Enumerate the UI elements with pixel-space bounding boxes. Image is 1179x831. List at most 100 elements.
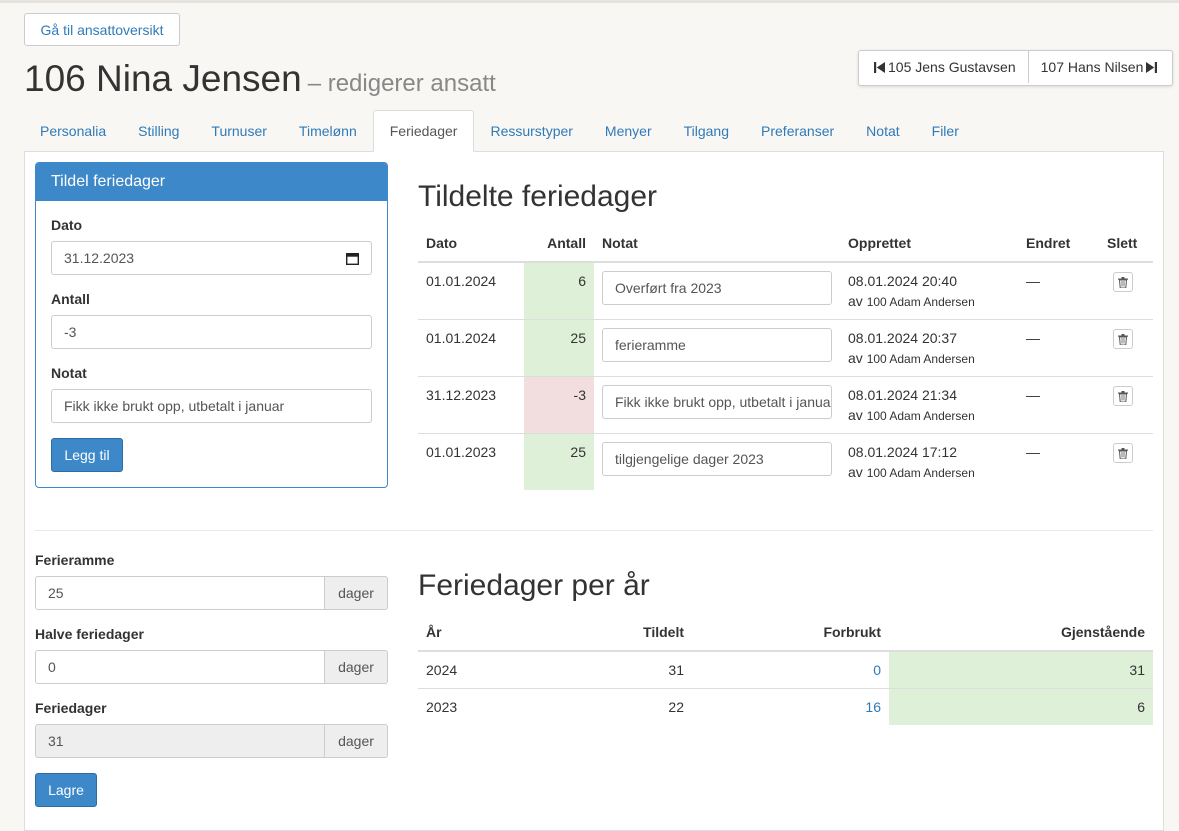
tab-menyer[interactable]: Menyer bbox=[604, 122, 652, 139]
col-year: År bbox=[426, 624, 442, 640]
employee-name: 106 Nina Jensen bbox=[24, 58, 302, 99]
row-note-input[interactable]: Fikk ikke brukt opp, utbetalt i januar bbox=[602, 385, 832, 419]
row-divider bbox=[418, 376, 1153, 377]
calendar-icon bbox=[346, 252, 359, 265]
prev-employee-label: 105 Jens Gustavsen bbox=[888, 59, 1016, 75]
row-created-by: av 100 Adam Andersen bbox=[848, 407, 975, 423]
col-amount: Antall bbox=[547, 235, 586, 251]
next-employee-button[interactable]: 107 Hans Nilsen bbox=[1027, 51, 1173, 83]
header-divider bbox=[418, 650, 1153, 652]
frame-label: Ferieramme bbox=[35, 552, 115, 568]
add-button[interactable]: Legg til bbox=[51, 438, 123, 472]
save-button[interactable]: Lagre bbox=[35, 773, 97, 807]
vacation-days-input: 31 bbox=[35, 724, 325, 758]
row-divider bbox=[418, 433, 1153, 434]
trash-icon bbox=[1118, 390, 1128, 402]
assigned-title: Tildelte feriedager bbox=[418, 180, 658, 213]
row-created: 08.01.2024 21:34 bbox=[848, 387, 957, 403]
delete-button[interactable] bbox=[1113, 272, 1133, 292]
by-user: 100 Adam Andersen bbox=[866, 466, 975, 480]
row-note-input[interactable]: ferieramme bbox=[602, 328, 832, 362]
tab-timelonn[interactable]: Timelønn bbox=[298, 122, 357, 139]
col-created: Opprettet bbox=[848, 235, 911, 251]
amount-cell-positive bbox=[524, 320, 594, 376]
tab-preferanser[interactable]: Preferanser bbox=[761, 122, 835, 139]
trash-icon bbox=[1118, 447, 1128, 459]
row-note-value: Overført fra 2023 bbox=[615, 280, 722, 296]
row-changed: — bbox=[1026, 273, 1040, 289]
note-value: Fikk ikke brukt opp, utbetalt i januar bbox=[64, 398, 285, 414]
trash-icon bbox=[1118, 276, 1128, 288]
col-changed: Endret bbox=[1026, 235, 1071, 251]
date-value: 31.12.2023 bbox=[64, 250, 135, 266]
tab-bar: Personalia Stilling Turnuser Timelønn Fe… bbox=[24, 110, 975, 152]
tab-stilling[interactable]: Stilling bbox=[138, 122, 180, 139]
row-divider bbox=[418, 688, 1153, 689]
page-title: 106 Nina Jensen – redigerer ansatt bbox=[24, 58, 496, 100]
amount-input[interactable]: -3 bbox=[51, 315, 372, 349]
vacation-days-label: Feriedager bbox=[35, 700, 107, 716]
by-user: 100 Adam Andersen bbox=[866, 295, 975, 309]
half-days-label: Halve feriedager bbox=[35, 626, 144, 642]
frame-input[interactable]: 25 bbox=[35, 576, 325, 610]
trash-icon bbox=[1118, 333, 1128, 345]
row-date: 01.01.2024 bbox=[426, 330, 497, 346]
section-divider bbox=[35, 530, 1153, 531]
remaining-cell-positive bbox=[889, 689, 1153, 725]
date-label: Dato bbox=[51, 217, 83, 233]
row-divider bbox=[418, 319, 1153, 320]
next-employee-label: 107 Hans Nilsen bbox=[1040, 59, 1144, 75]
remaining-cell-positive bbox=[889, 652, 1153, 688]
vacation-days-unit: dager bbox=[325, 724, 388, 758]
col-date: Dato bbox=[426, 235, 458, 251]
row-date: 01.01.2024 bbox=[426, 273, 497, 289]
row-amount: 25 bbox=[570, 330, 586, 346]
assigned-value: 22 bbox=[668, 699, 684, 715]
delete-button[interactable] bbox=[1113, 386, 1133, 406]
back-to-employees-button[interactable]: Gå til ansattoversikt bbox=[24, 13, 180, 46]
row-note-input[interactable]: tilgjengelige dager 2023 bbox=[602, 442, 832, 476]
top-border bbox=[0, 0, 1179, 3]
row-note-value: Fikk ikke brukt opp, utbetalt i januar bbox=[615, 394, 832, 410]
row-created-by: av 100 Adam Andersen bbox=[848, 464, 975, 480]
tab-filer[interactable]: Filer bbox=[931, 122, 959, 139]
col-remaining: Gjenstående bbox=[1060, 624, 1145, 640]
year-value: 2023 bbox=[426, 699, 458, 715]
step-forward-icon bbox=[1146, 61, 1158, 73]
tab-tilgang[interactable]: Tilgang bbox=[683, 122, 730, 139]
used-link[interactable]: 0 bbox=[873, 662, 881, 678]
col-assigned: Tildelt bbox=[643, 624, 684, 640]
employee-navigation: 105 Jens Gustavsen 107 Hans Nilsen bbox=[858, 50, 1174, 86]
amount-cell-positive bbox=[524, 263, 594, 319]
row-created-by: av 100 Adam Andersen bbox=[848, 350, 975, 366]
row-note-input[interactable]: Overført fra 2023 bbox=[602, 271, 832, 305]
row-date: 31.12.2023 bbox=[426, 387, 497, 403]
half-days-unit: dager bbox=[325, 650, 388, 684]
row-amount: 6 bbox=[578, 273, 586, 289]
frame-unit: dager bbox=[325, 576, 388, 610]
tab-ressurstyper[interactable]: Ressurstyper bbox=[490, 122, 573, 139]
frame-value: 25 bbox=[48, 585, 64, 601]
row-changed: — bbox=[1026, 444, 1040, 460]
half-days-input[interactable]: 0 bbox=[35, 650, 325, 684]
row-note-value: tilgjengelige dager 2023 bbox=[615, 451, 764, 467]
row-created-by: av 100 Adam Andersen bbox=[848, 293, 975, 309]
used-link[interactable]: 16 bbox=[865, 699, 881, 715]
by-user: 100 Adam Andersen bbox=[866, 409, 975, 423]
row-amount: -3 bbox=[573, 387, 586, 403]
tab-feriedager[interactable]: Feriedager bbox=[372, 110, 475, 152]
prev-employee-button[interactable]: 105 Jens Gustavsen bbox=[859, 51, 1028, 83]
note-input[interactable]: Fikk ikke brukt opp, utbetalt i januar bbox=[51, 389, 372, 423]
row-created: 08.01.2024 20:40 bbox=[848, 273, 957, 289]
note-label: Notat bbox=[51, 365, 87, 381]
by-prefix: av bbox=[848, 350, 863, 366]
tab-notat[interactable]: Notat bbox=[866, 122, 900, 139]
tab-turnuser[interactable]: Turnuser bbox=[211, 122, 267, 139]
date-input[interactable]: 31.12.2023 bbox=[51, 241, 372, 275]
tab-personalia[interactable]: Personalia bbox=[40, 122, 107, 139]
amount-cell-positive bbox=[524, 434, 594, 490]
delete-button[interactable] bbox=[1113, 329, 1133, 349]
by-prefix: av bbox=[848, 464, 863, 480]
delete-button[interactable] bbox=[1113, 443, 1133, 463]
step-backward-icon bbox=[874, 61, 885, 73]
